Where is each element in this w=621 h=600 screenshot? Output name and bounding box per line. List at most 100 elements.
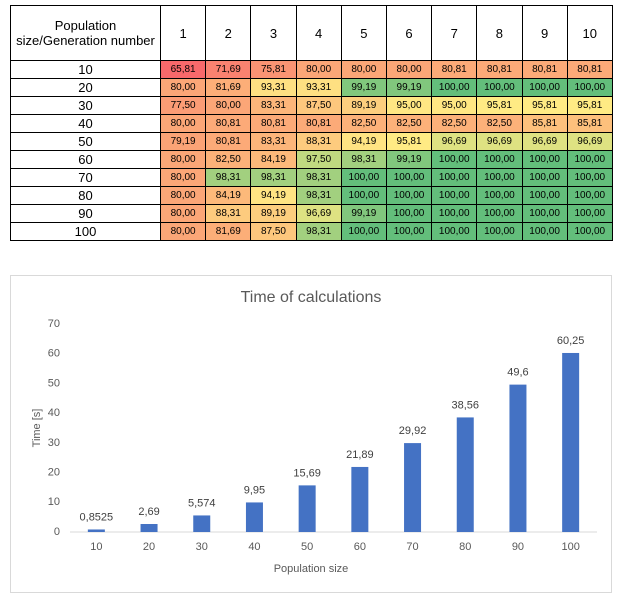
table-cell: 83,31 [250,132,297,151]
table-cell: 100,00 [476,168,523,187]
table-row: 10 65,81 71,69 75,81 80,00 80,00 80,00 80,81 80,… [10,60,613,79]
x-tick-label: 20 [143,541,155,553]
table-cell: 7 [431,5,478,61]
table-row: 60 80,00 82,50 84,19 97,50 98,31 99,19 100,00 10… [10,150,613,169]
table-cell: 87,50 [250,222,297,241]
x-tick-label: 90 [512,541,524,553]
table-cell: 100,00 [431,150,478,169]
table-cell: 96,69 [566,132,613,151]
table-cell: 100,00 [566,168,613,187]
table-cell: Population size/Generation number [10,5,161,61]
table-cell: 84,19 [205,186,252,205]
x-tick-label: 60 [354,541,366,553]
x-tick-label: 10 [90,541,102,553]
table-cell: 100,00 [340,186,387,205]
x-tick-label: 100 [561,541,579,553]
x-tick-label: 50 [301,541,313,553]
table-cell: 65,81 [159,60,207,79]
table-cell: 4 [295,5,342,61]
data-label: 49,6 [507,367,528,379]
table-cell: 95,00 [385,96,433,115]
y-tick-label: 70 [48,318,60,330]
table-cell: 80,81 [566,60,613,79]
data-label: 60,25 [557,335,585,347]
y-tick-label: 30 [48,437,60,449]
header-row: Population size/Generation number 1 2 3 4 5 6 7… [10,5,613,61]
table-cell: 100,00 [340,168,387,187]
data-label: 5,574 [188,497,216,509]
bar [140,524,158,532]
bar [404,443,422,532]
table-cell: 100,00 [566,150,613,169]
y-tick-label: 0 [54,526,60,538]
table-cell: 1 [159,5,207,61]
table-cell: 80,00 [295,60,342,79]
table-row: 100 80,00 81,69 87,50 98,31 100,00 100,00 100,0… [10,222,613,241]
x-tick-label: 30 [196,541,208,553]
results-table: Population size/Generation number 1 2 3 4 5 6 7… [10,5,613,241]
table-cell: 100,00 [431,222,478,241]
table-cell: 100,00 [521,204,568,223]
x-axis-label: Population size [274,563,349,575]
table-cell: 100,00 [340,222,387,241]
table-cell: 82,50 [431,114,478,133]
table-cell: 80,00 [159,222,207,241]
table-cell: 6 [385,5,433,61]
y-tick-label: 10 [48,496,60,508]
y-axis-label: Time [s] [31,409,43,448]
table-cell: 80,00 [159,186,207,205]
table-row: 70 80,00 98,31 98,31 98,31 100,00 100,00 100,00… [10,168,613,187]
table-cell: 80,81 [205,132,252,151]
x-tick-label: 40 [248,541,260,553]
bar [562,352,580,532]
table-row: 20 80,00 81,69 93,31 93,31 99,19 99,19 100,00 10… [10,78,613,97]
data-label: 29,92 [399,425,427,437]
x-tick-label: 80 [459,541,471,553]
table-cell: 95,81 [476,96,523,115]
table-cell: 95,81 [521,96,568,115]
table-cell: 85,81 [566,114,613,133]
table-cell: 77,50 [159,96,207,115]
table-cell: 100,00 [521,222,568,241]
y-tick-label: 50 [48,377,60,389]
table-cell: 95,81 [385,132,433,151]
table-cell: 96,69 [295,204,342,223]
bar [456,417,474,532]
table-cell: 82,50 [205,150,252,169]
table-cell: 98,31 [250,168,297,187]
table-cell: 80,00 [205,96,252,115]
table-cell: 89,19 [250,204,297,223]
table-cell: 82,50 [385,114,433,133]
y-tick-label: 40 [48,407,60,419]
table-cell: 100,00 [385,168,433,187]
table-cell: 96,69 [476,132,523,151]
data-label: 21,89 [346,449,374,461]
table-cell: 98,31 [295,222,342,241]
table-cell: 82,50 [476,114,523,133]
table-cell: 5 [340,5,387,61]
table-cell: 100,00 [566,204,613,223]
data-label: 2,69 [138,506,159,518]
table-cell: 100 [10,222,161,241]
table-cell: 81,69 [205,222,252,241]
table-cell: 100,00 [566,186,613,205]
table-cell: 100,00 [566,222,613,241]
table-cell: 80,00 [159,150,207,169]
table-cell: 100,00 [521,78,568,97]
bar [509,384,527,532]
table-cell: 80,81 [295,114,342,133]
data-label: 15,69 [293,467,321,479]
table-cell: 98,31 [205,168,252,187]
x-tick-label: 70 [406,541,418,553]
y-tick-label: 60 [48,348,60,360]
table-cell: 100,00 [431,186,478,205]
y-tick-label: 20 [48,466,60,478]
bar [298,485,316,532]
table-cell: 80,81 [250,114,297,133]
table-cell: 100,00 [521,186,568,205]
table-cell: 85,81 [521,114,568,133]
bar [87,529,105,532]
table-cell: 96,69 [521,132,568,151]
table-cell: 71,69 [205,60,252,79]
